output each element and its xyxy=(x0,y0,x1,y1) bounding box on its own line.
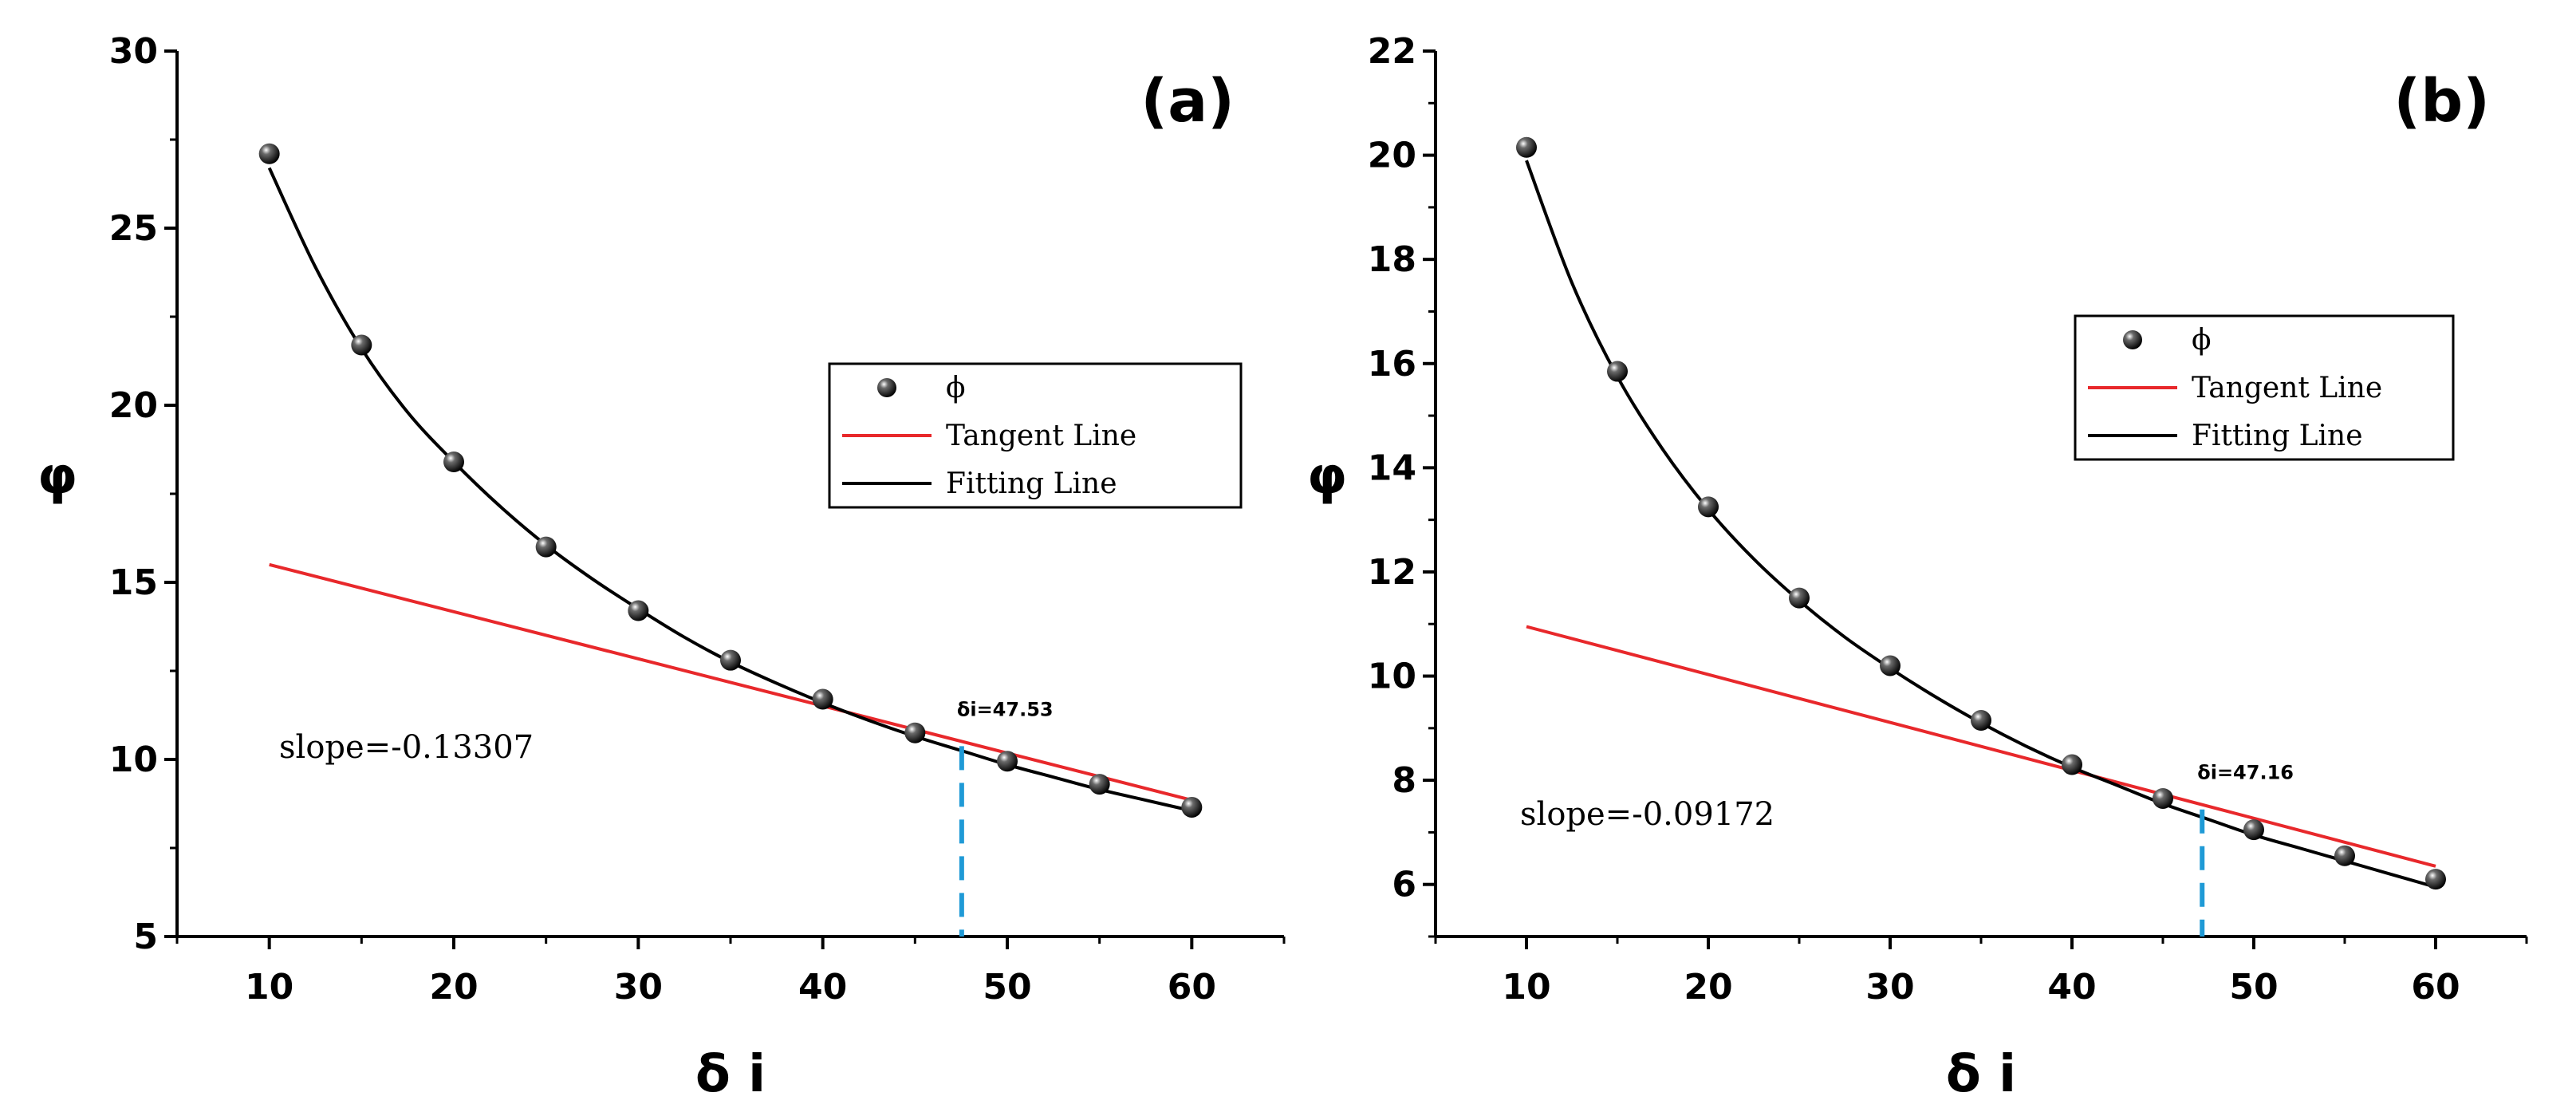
y-tick-label: 30 xyxy=(109,31,158,72)
y-tick-label: 12 xyxy=(1368,552,1416,593)
tangent-line xyxy=(269,562,1192,802)
y-axis-title: φ xyxy=(37,447,77,506)
data-point xyxy=(1698,496,1719,518)
x-tick-label: 30 xyxy=(1865,967,1914,1008)
x-tick-label: 30 xyxy=(614,967,663,1008)
legend-label: ϕ xyxy=(946,372,966,404)
legend-label: Fitting Line xyxy=(2192,420,2363,452)
legend-label: Tangent Line xyxy=(946,420,1136,452)
data-point xyxy=(351,334,372,356)
x-tick-label: 20 xyxy=(1684,967,1732,1008)
data-point xyxy=(1089,774,1110,795)
x-tick-label: 60 xyxy=(2411,967,2460,1008)
tangent-point-label: δi=47.16 xyxy=(2197,762,2294,784)
legend-label: ϕ xyxy=(2192,324,2212,357)
x-tick-label: 40 xyxy=(2047,967,2096,1008)
y-tick-label: 8 xyxy=(1392,760,1416,801)
data-point xyxy=(1607,361,1628,382)
y-tick-label: 20 xyxy=(1368,136,1416,176)
legend-label: Fitting Line xyxy=(946,467,1117,500)
panel-a: 5 10 15 20 25 30 10 20 30 40 50 60 δ i φ (a) δi=47.53 sl… xyxy=(37,31,1286,1104)
y-tick-label: 5 xyxy=(133,917,158,957)
data-point xyxy=(997,751,1018,772)
y-tick-label: 10 xyxy=(1368,657,1416,697)
data-point xyxy=(2062,754,2082,775)
y-tick-label: 6 xyxy=(1392,865,1416,905)
data-point xyxy=(904,722,926,743)
panel-label: (a) xyxy=(1140,67,1235,136)
y-tick-label: 18 xyxy=(1368,239,1416,280)
x-tick-label: 40 xyxy=(798,967,847,1008)
tangent-point-label: δi=47.53 xyxy=(957,698,1054,720)
y-tick-label: 14 xyxy=(1368,448,1416,488)
tangent-line xyxy=(1526,625,2436,868)
legend-symbol-points xyxy=(2123,330,2142,349)
data-point xyxy=(628,600,649,621)
slope-annotation: slope=-0.13307 xyxy=(279,729,534,766)
y-tick-label: 15 xyxy=(109,562,158,603)
data-point xyxy=(443,452,464,473)
data-point xyxy=(2243,819,2264,841)
data-point xyxy=(1181,796,1203,818)
x-tick-label: 10 xyxy=(1502,967,1550,1008)
x-tick-label: 50 xyxy=(983,967,1031,1008)
legend: ϕ Tangent Line Fitting Line xyxy=(2074,314,2455,461)
data-point xyxy=(258,143,280,164)
legend-label: Tangent Line xyxy=(2192,372,2382,404)
y-tick-label: 22 xyxy=(1368,31,1416,72)
x-tick-label: 50 xyxy=(2229,967,2278,1008)
data-point xyxy=(720,649,741,671)
data-point xyxy=(2334,845,2355,866)
x-tick-label: 60 xyxy=(1168,967,1216,1008)
x-axis-title: δ i xyxy=(1946,1045,2016,1104)
x-tick-label: 20 xyxy=(429,967,478,1008)
y-tick-label: 10 xyxy=(109,739,158,780)
data-point xyxy=(1516,136,1537,158)
data-point xyxy=(1880,655,1900,676)
legend: ϕ Tangent Line Fitting Line xyxy=(828,362,1243,509)
slope-annotation: slope=-0.09172 xyxy=(1520,796,1774,833)
y-tick-label: 16 xyxy=(1368,344,1416,385)
y-axis-title: φ xyxy=(1307,447,1347,506)
data-point xyxy=(2153,787,2173,809)
legend-symbol-points xyxy=(877,378,896,397)
data-point xyxy=(2425,869,2446,890)
fitting-curve xyxy=(1525,160,2436,889)
data-point xyxy=(1971,710,1991,732)
panel-label: (b) xyxy=(2393,67,2490,136)
fitting-curve xyxy=(267,167,1192,813)
y-tick-label: 25 xyxy=(109,208,158,249)
y-tick-label: 20 xyxy=(109,385,158,426)
data-point xyxy=(1789,587,1810,609)
x-axis-title: δ i xyxy=(695,1045,766,1104)
data-point xyxy=(535,536,557,558)
x-tick-label: 10 xyxy=(245,967,293,1008)
data-point xyxy=(812,688,833,710)
panel-b: 6 8 10 12 14 16 18 20 22 10 20 30 40 50 60 δ i φ (b) δi=47… xyxy=(1307,31,2528,1104)
